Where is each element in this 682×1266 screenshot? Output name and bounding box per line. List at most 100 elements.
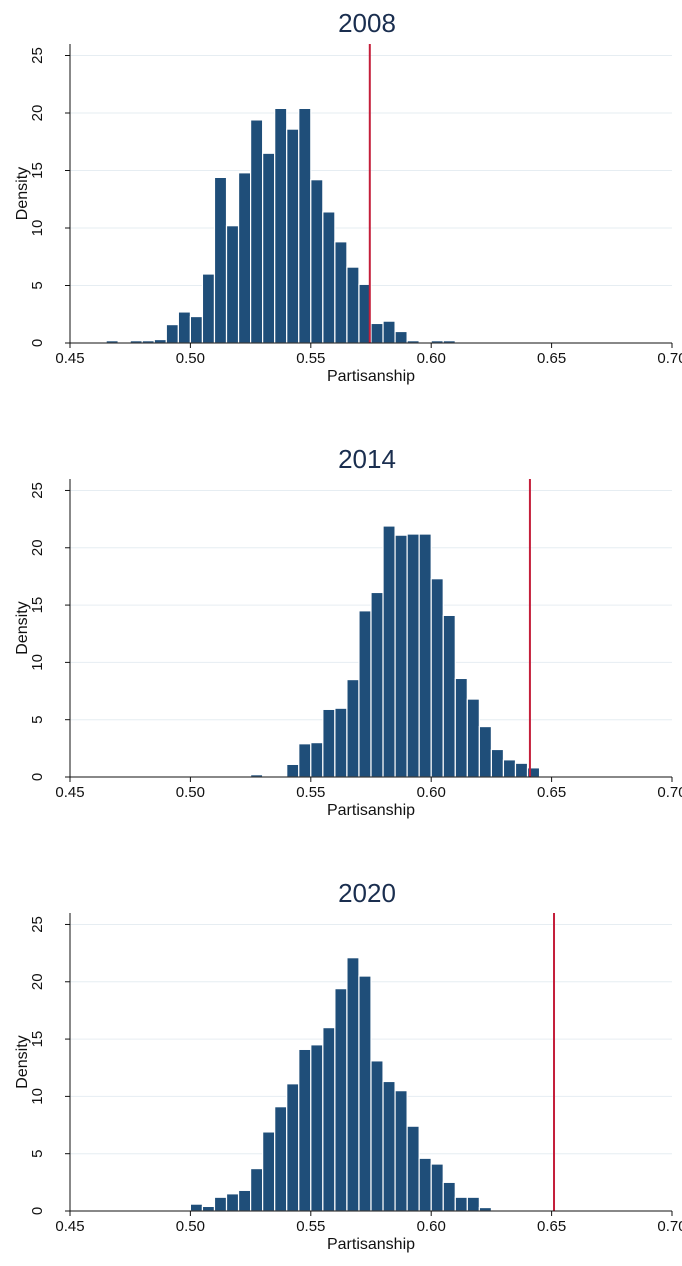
histogram-bar: [358, 975, 372, 1212]
histogram-bar: [201, 273, 216, 344]
histogram-bar: [346, 678, 360, 778]
histogram-bar: [201, 1205, 216, 1212]
y-tick-label: 0: [29, 773, 46, 781]
y-axis-label: Density: [14, 167, 31, 220]
histogram-bar: [466, 698, 480, 778]
histogram-bar: [454, 1196, 468, 1212]
histogram-bar: [237, 1189, 252, 1212]
histogram-bar: [189, 1203, 204, 1212]
histogram-bar: [418, 533, 432, 778]
x-tick-label: 0.50: [176, 350, 205, 367]
histogram-bar: [153, 338, 167, 344]
histogram-bar: [334, 988, 348, 1212]
histogram-bar: [225, 225, 240, 344]
x-tick-label: 0.65: [537, 350, 566, 367]
histogram-bar: [358, 610, 372, 778]
histogram-bar: [478, 1206, 492, 1212]
y-axis-label: Density: [14, 1035, 31, 1088]
histogram-bar: [418, 1157, 432, 1212]
chart-title: 2014: [338, 444, 396, 474]
histogram-bar: [310, 1044, 324, 1212]
histogram-bar: [370, 591, 384, 778]
x-axis-label: Partisanship: [327, 368, 415, 385]
histogram-bar: [298, 1048, 312, 1212]
histogram-bar: [250, 119, 264, 344]
x-tick-label: 0.65: [537, 1218, 566, 1235]
histogram-bar: [406, 533, 420, 778]
x-tick-label: 0.60: [417, 350, 446, 367]
x-tick-label: 0.55: [296, 350, 325, 367]
histogram-bar: [189, 315, 204, 344]
histogram-bar: [262, 1131, 276, 1212]
chart-title: 2020: [338, 878, 396, 908]
histogram-bar: [298, 107, 312, 344]
histogram-bar: [442, 614, 456, 778]
histogram-bar: [334, 707, 348, 778]
x-tick-label: 0.45: [55, 784, 84, 801]
histogram-bar: [310, 742, 324, 778]
y-tick-label: 15: [29, 597, 46, 614]
histogram-bar: [394, 330, 408, 344]
y-tick-label: 20: [29, 105, 46, 122]
y-tick-label: 5: [29, 1150, 46, 1158]
y-tick-label: 10: [29, 1088, 46, 1105]
x-tick-label: 0.65: [537, 784, 566, 801]
x-tick-label: 0.60: [417, 784, 446, 801]
chart-title: 2008: [338, 8, 396, 38]
x-axis-label: Partisanship: [327, 802, 415, 819]
x-tick-label: 0.50: [176, 784, 205, 801]
x-tick-label: 0.55: [296, 784, 325, 801]
histogram-bar: [262, 152, 276, 344]
histogram-bar: [213, 176, 228, 344]
x-tick-label: 0.50: [176, 1218, 205, 1235]
histogram-bar: [286, 1083, 300, 1212]
histogram-bar: [274, 1106, 288, 1212]
histogram-bar: [442, 1181, 456, 1212]
y-tick-label: 15: [29, 1031, 46, 1048]
x-axis-label: Partisanship: [327, 1236, 415, 1253]
y-tick-label: 20: [29, 973, 46, 990]
x-tick-label: 0.70: [657, 784, 682, 801]
histogram-bar: [370, 322, 384, 344]
histogram-bar: [382, 320, 396, 344]
y-tick-label: 20: [29, 539, 46, 556]
histogram-bar: [346, 266, 360, 344]
histogram-bar: [237, 172, 252, 344]
panel-2014: 2014 0.45 0.50 0.55 0.60 0.65 0.70 0 5 10 15 20 25 Pa…: [14, 444, 682, 819]
histogram-bar: [490, 748, 505, 778]
x-tick-label: 0.45: [55, 1218, 84, 1235]
y-tick-label: 10: [29, 220, 46, 237]
y-tick-label: 5: [29, 281, 46, 289]
histogram-bar: [466, 1196, 480, 1212]
histogram-bar: [430, 578, 444, 778]
histogram-bar: [430, 1163, 444, 1212]
histogram-bar: [286, 763, 300, 778]
y-tick-label: 15: [29, 162, 46, 179]
y-tick-label: 25: [29, 47, 46, 64]
histogram-bar: [286, 128, 300, 344]
x-tick-label: 0.60: [417, 1218, 446, 1235]
histogram-bar: [406, 1125, 420, 1212]
histogram-bar: [274, 107, 288, 344]
y-tick-label: 25: [29, 916, 46, 933]
y-tick-label: 0: [29, 339, 46, 347]
histogram-bar: [478, 725, 492, 778]
histogram-bar: [394, 534, 408, 778]
histogram-bar: [298, 743, 312, 778]
histogram-bar: [502, 759, 517, 778]
y-tick-label: 25: [29, 482, 46, 499]
histogram-bar: [334, 241, 348, 344]
histogram-bar: [177, 311, 192, 344]
histogram-bar: [165, 324, 179, 344]
histogram-bar: [514, 762, 529, 778]
histogram-bar: [322, 211, 336, 344]
histogram-bar: [382, 1080, 396, 1212]
x-tick-label: 0.70: [657, 1218, 682, 1235]
histogram-bar: [225, 1193, 240, 1212]
panel-2008: 2008 0.45 0.50 0.55 0.60 0.65 0.70 0 5 10 15 20 25 Pa…: [14, 8, 682, 385]
histogram-bar: [310, 179, 324, 344]
y-tick-label: 5: [29, 716, 46, 724]
histogram-bar: [394, 1090, 408, 1212]
y-tick-label: 0: [29, 1207, 46, 1215]
